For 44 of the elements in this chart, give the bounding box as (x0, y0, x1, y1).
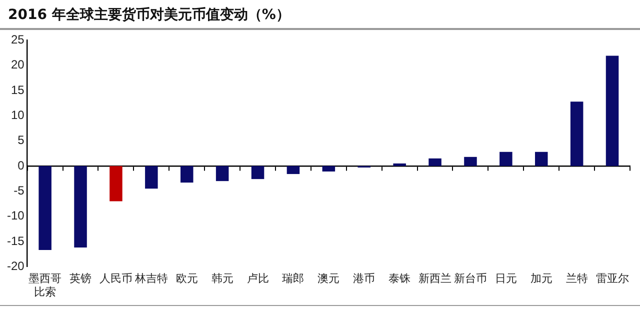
bar (251, 166, 264, 180)
y-tick-label: 25 (10, 32, 25, 47)
bar (216, 166, 229, 182)
y-tick-label: -20 (7, 258, 25, 273)
x-tick-label: 欧元 (176, 272, 198, 286)
bar (570, 102, 584, 166)
bar (534, 152, 548, 166)
y-tick-label: 20 (10, 58, 25, 72)
bar (464, 156, 477, 166)
bar (110, 166, 122, 202)
chart-title: 2016 年全球主要货币对美元币值变动（%） (0, 0, 640, 30)
bar (286, 166, 300, 174)
bar (500, 152, 512, 166)
x-tick-label: 林吉特 (134, 272, 168, 286)
y-tick-label: -5 (14, 183, 25, 198)
x-tick-label: 澳元 (318, 272, 340, 286)
x-tick-label: 新西兰 (418, 272, 452, 286)
x-tick-label: 泰铢 (388, 272, 411, 286)
x-tick-label: 雷亚尔 (596, 272, 629, 286)
y-tick-label: -15 (7, 234, 25, 248)
bar (393, 163, 406, 166)
y-tick-label: 0 (18, 158, 25, 172)
bar (180, 166, 194, 183)
x-tick-label: 韩元 (211, 272, 234, 286)
bar (38, 166, 52, 250)
y-tick-label: 5 (18, 133, 25, 148)
y-tick-label: 15 (10, 82, 25, 97)
x-tick-label: 英镑 (70, 272, 92, 286)
x-tick-label: 瑞郎 (282, 272, 304, 286)
bar (428, 158, 442, 166)
bar (145, 166, 158, 189)
bar (74, 166, 87, 248)
x-tick-label: 新台币 (454, 272, 487, 286)
y-tick-label: -10 (7, 208, 25, 223)
x-tick-label: 日元 (494, 272, 517, 286)
bar (606, 56, 619, 166)
x-tick-label: 墨西哥比索 (28, 272, 62, 298)
x-tick-label: 加元 (530, 272, 552, 286)
x-tick-label: 港币 (353, 272, 376, 286)
bar (322, 166, 336, 172)
x-tick-label: 兰特 (566, 272, 588, 286)
y-tick-label: 10 (10, 108, 25, 122)
x-tick-label: 卢比 (246, 272, 269, 286)
x-tick-label: 人民币 (99, 272, 132, 286)
